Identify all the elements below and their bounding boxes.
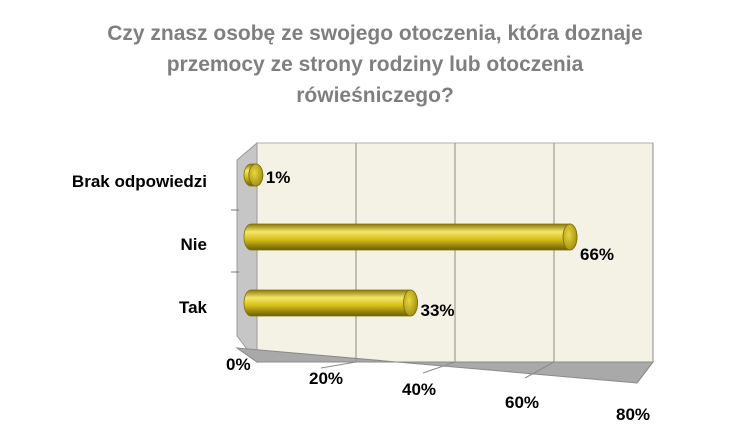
bar-cap bbox=[562, 223, 578, 251]
x-tick-label: 40% bbox=[402, 380, 436, 399]
gridline-floor bbox=[524, 361, 555, 379]
category-label: Nie bbox=[181, 235, 207, 254]
bar bbox=[243, 223, 578, 251]
x-tick-label: 60% bbox=[505, 393, 539, 412]
bars bbox=[243, 163, 578, 317]
chart-title-line-1: Czy znasz osobę ze swojego otoczenia, kt… bbox=[107, 22, 643, 45]
chart-title-line-3: rówieśniczego? bbox=[296, 84, 454, 107]
gridline-floor bbox=[636, 361, 654, 384]
gridline-floor bbox=[422, 361, 456, 374]
chart-title: Czy znasz osobę ze swojego otoczenia, kt… bbox=[60, 18, 690, 111]
gridline-floor bbox=[320, 361, 357, 369]
chart-title-line-2: przemocy ze strony rodziny lub otoczenia bbox=[166, 53, 584, 76]
bar-cap bbox=[403, 289, 418, 317]
x-tick-label: 80% bbox=[616, 405, 650, 424]
category-label: Tak bbox=[179, 298, 208, 317]
data-label: 66% bbox=[580, 245, 614, 264]
bar-cap bbox=[248, 163, 264, 187]
x-tick-label: 0% bbox=[226, 355, 251, 374]
category-label: Brak odpowiedzi bbox=[72, 172, 207, 191]
data-label: 1% bbox=[266, 168, 291, 187]
x-tick-label: 20% bbox=[309, 369, 343, 388]
data-label: 33% bbox=[421, 301, 455, 320]
gridlines bbox=[231, 143, 654, 384]
bar bbox=[243, 289, 418, 317]
labels: 0% 20% 40% 60% 80% 1% Brak odpowiedzi 66% Nie 33%… bbox=[72, 168, 650, 424]
